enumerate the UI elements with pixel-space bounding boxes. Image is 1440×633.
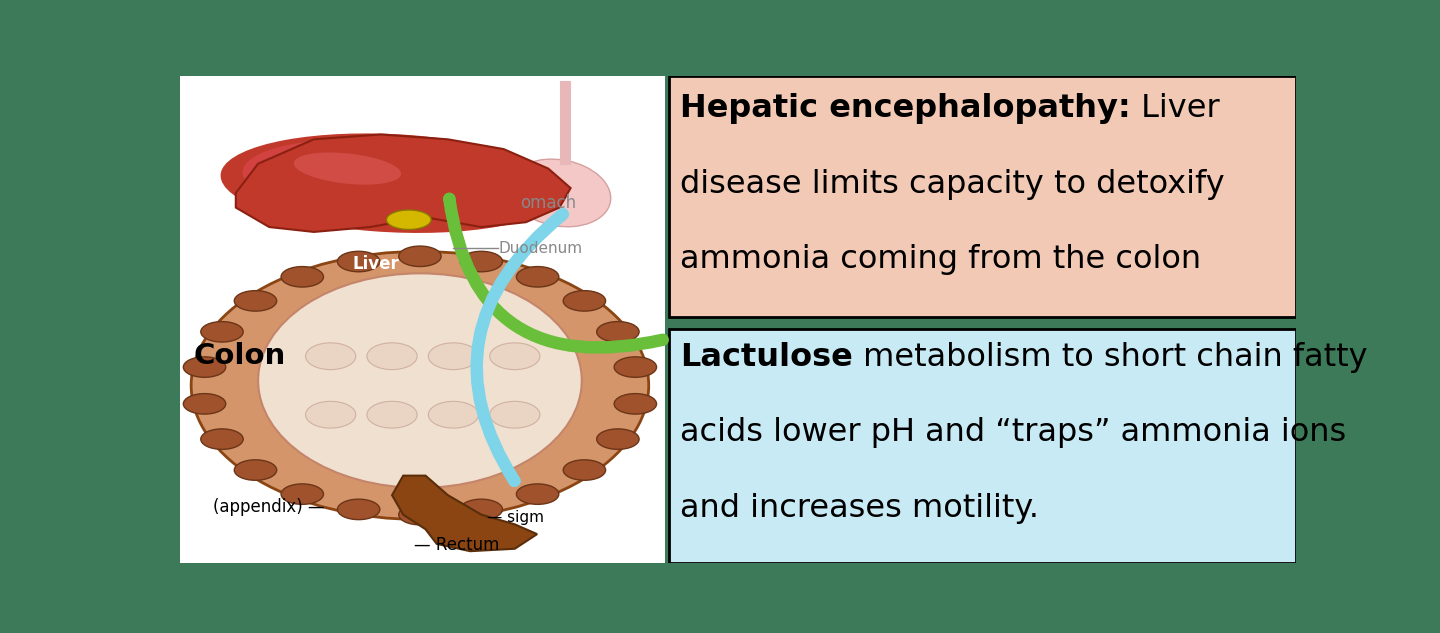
Ellipse shape	[220, 134, 563, 233]
Ellipse shape	[200, 322, 243, 342]
Text: Liver: Liver	[1130, 93, 1220, 124]
Ellipse shape	[490, 401, 540, 428]
Text: — Rectum: — Rectum	[415, 536, 500, 554]
Ellipse shape	[428, 401, 478, 428]
Ellipse shape	[367, 401, 418, 428]
Ellipse shape	[490, 343, 540, 370]
Text: acids lower pH and “traps” ammonia ions: acids lower pH and “traps” ammonia ions	[680, 417, 1346, 448]
FancyArrowPatch shape	[449, 199, 662, 348]
Ellipse shape	[183, 357, 226, 377]
Text: Hepatic encephalopathy:: Hepatic encephalopathy:	[680, 93, 1130, 124]
Text: Duodenum: Duodenum	[498, 242, 582, 256]
FancyBboxPatch shape	[180, 76, 665, 563]
Ellipse shape	[294, 153, 402, 185]
Ellipse shape	[563, 291, 606, 311]
Text: Colon: Colon	[193, 342, 285, 370]
Ellipse shape	[235, 291, 276, 311]
Ellipse shape	[259, 148, 458, 199]
Ellipse shape	[305, 343, 356, 370]
FancyBboxPatch shape	[668, 329, 1296, 563]
Ellipse shape	[596, 429, 639, 449]
Ellipse shape	[399, 246, 441, 266]
Text: metabolism to short chain fatty: metabolism to short chain fatty	[852, 342, 1368, 373]
Ellipse shape	[459, 251, 503, 272]
Ellipse shape	[200, 429, 243, 449]
Text: Lactulose: Lactulose	[680, 342, 852, 373]
Ellipse shape	[235, 460, 276, 480]
Text: omach: omach	[520, 194, 576, 211]
Ellipse shape	[337, 251, 380, 272]
FancyBboxPatch shape	[668, 76, 1296, 317]
FancyArrowPatch shape	[477, 214, 563, 481]
Ellipse shape	[192, 251, 648, 520]
Text: disease limits capacity to detoxify: disease limits capacity to detoxify	[680, 168, 1224, 199]
Ellipse shape	[508, 159, 611, 227]
Ellipse shape	[242, 139, 520, 218]
Ellipse shape	[399, 505, 441, 525]
Ellipse shape	[281, 484, 324, 505]
Text: — sigm: — sigm	[487, 510, 544, 525]
Ellipse shape	[517, 266, 559, 287]
Ellipse shape	[596, 322, 639, 342]
Ellipse shape	[613, 394, 657, 414]
Ellipse shape	[459, 499, 503, 520]
Ellipse shape	[367, 343, 418, 370]
Ellipse shape	[563, 460, 606, 480]
Ellipse shape	[258, 273, 582, 488]
Polygon shape	[236, 134, 570, 232]
Ellipse shape	[183, 394, 226, 414]
Ellipse shape	[281, 266, 324, 287]
Ellipse shape	[613, 357, 657, 377]
Polygon shape	[392, 475, 537, 551]
Text: (appendix) —: (appendix) —	[213, 498, 325, 517]
Ellipse shape	[517, 484, 559, 505]
Ellipse shape	[337, 499, 380, 520]
Ellipse shape	[305, 401, 356, 428]
Text: and increases motility.: and increases motility.	[680, 492, 1040, 523]
Text: ammonia coming from the colon: ammonia coming from the colon	[680, 244, 1201, 275]
Text: Liver: Liver	[353, 254, 400, 273]
Ellipse shape	[386, 210, 431, 230]
Ellipse shape	[428, 343, 478, 370]
